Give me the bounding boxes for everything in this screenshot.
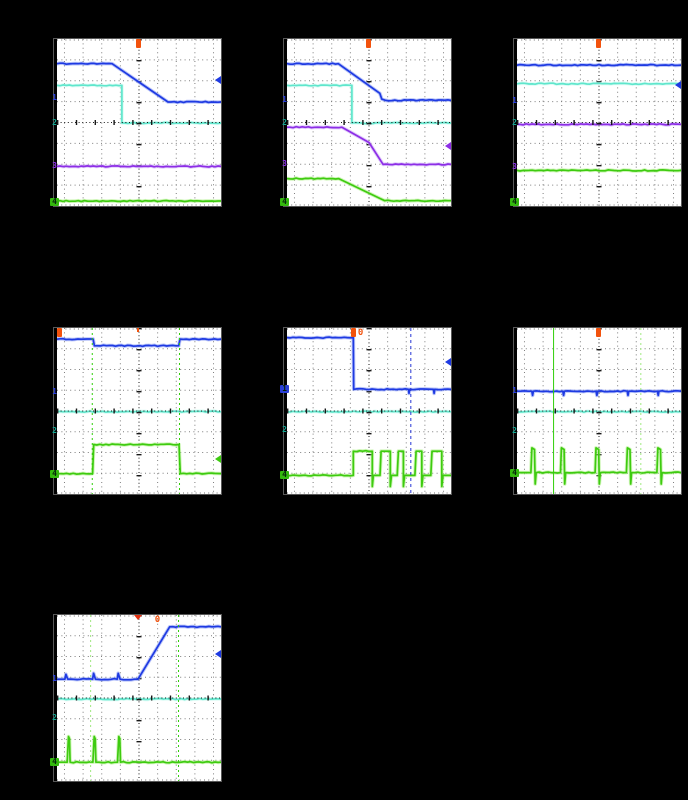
trigger-level-arrow-icon bbox=[215, 76, 221, 85]
trigger-tick-icon bbox=[136, 328, 139, 332]
channel-1-marker: 1 bbox=[512, 96, 517, 106]
channel-4-marker: 4 bbox=[510, 468, 519, 477]
trigger-time-label: 0 bbox=[357, 328, 364, 338]
channel-4-marker: 4 bbox=[50, 469, 59, 478]
scope-plot-5: 1 2 4 0 bbox=[280, 327, 452, 495]
trigger-position-flag-icon bbox=[595, 39, 601, 48]
channel-2-marker: 2 bbox=[52, 712, 57, 722]
trigger-position-flag-icon bbox=[595, 328, 601, 337]
channel-2-marker: 2 bbox=[52, 426, 57, 436]
channel-4-marker: 4 bbox=[280, 197, 289, 206]
screen-left-bar bbox=[54, 39, 57, 206]
trigger-time-label: 0 bbox=[154, 615, 161, 625]
channel-3-marker: 3 bbox=[52, 161, 57, 171]
trigger-level-arrow-icon bbox=[445, 358, 451, 367]
scope-screen bbox=[57, 39, 221, 206]
scope-screen bbox=[517, 328, 681, 494]
scope-screen bbox=[57, 328, 221, 494]
screen-left-bar bbox=[54, 328, 57, 494]
trigger-position-flag-icon bbox=[351, 328, 357, 337]
scope-screen bbox=[287, 39, 451, 206]
channel-1-marker: 1 bbox=[52, 93, 57, 103]
channel-1-marker: 1 bbox=[280, 385, 289, 394]
channel-4-marker: 4 bbox=[280, 471, 289, 480]
trigger-position-flag-icon bbox=[56, 328, 62, 337]
channel-1-marker: 1 bbox=[52, 386, 57, 396]
trigger-level-arrow-icon bbox=[445, 142, 451, 151]
channel-1-marker: 1 bbox=[52, 674, 57, 684]
channel-2-marker: 2 bbox=[282, 118, 287, 127]
channel-4-marker: 4 bbox=[50, 758, 59, 767]
channel-1-marker: 1 bbox=[512, 386, 517, 396]
channel-2-marker: 2 bbox=[52, 118, 57, 127]
trigger-position-flag-icon bbox=[135, 39, 141, 48]
channel-4-marker: 4 bbox=[50, 197, 59, 206]
scope-screen bbox=[517, 39, 681, 206]
screen-left-bar bbox=[284, 39, 287, 206]
screen-left-bar bbox=[284, 328, 287, 494]
channel-4-marker: 4 bbox=[510, 197, 519, 206]
trigger-level-arrow-icon bbox=[675, 80, 681, 89]
trigger-level-arrow-icon bbox=[215, 455, 221, 464]
scope-plot-7: 1 2 4 0 bbox=[50, 614, 222, 782]
channel-2-marker: 2 bbox=[282, 424, 287, 434]
screen-left-bar bbox=[54, 615, 57, 781]
channel-3-marker: 3 bbox=[282, 159, 287, 169]
trigger-level-arrow-icon bbox=[215, 649, 221, 658]
trigger-triangle-icon bbox=[133, 615, 142, 620]
channel-2-marker: 2 bbox=[512, 117, 517, 127]
screen-left-bar bbox=[514, 328, 517, 494]
screen-left-bar bbox=[514, 39, 517, 206]
scope-plot-2: 1 2 3 4 bbox=[280, 38, 452, 207]
channel-3-marker: 3 bbox=[512, 162, 517, 172]
scope-plot-3: 1 2 3 4 bbox=[510, 38, 682, 207]
scope-plot-6: 1 2 4 bbox=[510, 327, 682, 495]
trigger-position-flag-icon bbox=[365, 39, 371, 48]
scope-screen bbox=[57, 615, 221, 781]
scope-screen bbox=[287, 328, 451, 494]
scope-plot-4: 1 2 4 bbox=[50, 327, 222, 495]
scope-plot-1: 1 2 3 4 bbox=[50, 38, 222, 207]
channel-1-marker: 1 bbox=[282, 95, 287, 105]
channel-2-marker: 2 bbox=[512, 426, 517, 436]
